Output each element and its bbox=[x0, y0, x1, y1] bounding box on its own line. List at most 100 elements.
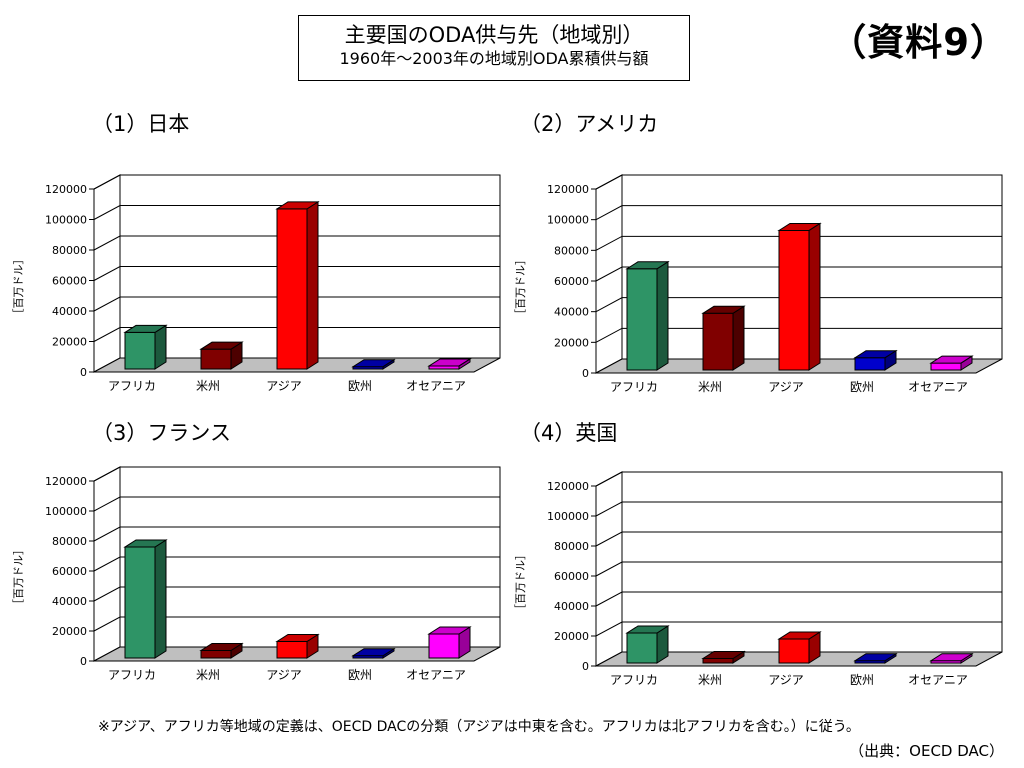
gridline bbox=[595, 327, 1002, 343]
gridline bbox=[595, 235, 1002, 251]
bar-front bbox=[626, 268, 658, 371]
y-tick-label: 60000 bbox=[52, 565, 87, 578]
bar-africa bbox=[625, 260, 670, 371]
bar-top bbox=[351, 648, 396, 657]
bar-side bbox=[306, 200, 319, 370]
y-tick-label: 120000 bbox=[45, 183, 87, 196]
y-tick-label: 0 bbox=[80, 366, 87, 379]
y-tick-label: 40000 bbox=[554, 600, 589, 613]
bar-top bbox=[427, 626, 472, 635]
y-axis-label: ［百万ドル］ bbox=[12, 254, 25, 320]
bar-side bbox=[154, 539, 167, 659]
bar-europe bbox=[351, 358, 396, 370]
y-tick-label: 80000 bbox=[554, 244, 589, 257]
x-category-label: 米州 bbox=[698, 380, 722, 394]
gridline bbox=[93, 235, 500, 251]
y-tick-label: 0 bbox=[80, 655, 87, 668]
gridline bbox=[595, 621, 1002, 637]
chart-japan: 0 20000 40000 60000 80000 100000 120000 ［百万ドル］ ア… bbox=[12, 174, 501, 393]
bar-americas bbox=[199, 341, 244, 370]
y-tick-label: 0 bbox=[582, 660, 589, 673]
footnote: ※アジア、アフリカ等地域の定義は、OECD DACの分類（アジアは中東を含む。ア… bbox=[98, 719, 860, 735]
y-tick-label: 60000 bbox=[52, 275, 87, 288]
x-category-label: 欧州 bbox=[850, 380, 874, 394]
bar-africa bbox=[625, 625, 670, 664]
y-tick-label: 0 bbox=[582, 367, 589, 380]
bar-top bbox=[199, 341, 244, 350]
y-tick-label: 60000 bbox=[554, 275, 589, 288]
bar-front bbox=[200, 348, 232, 370]
gridline bbox=[595, 471, 1002, 487]
chart-title-usa: （2）アメリカ bbox=[520, 112, 659, 136]
bar-top bbox=[929, 355, 974, 364]
chart-title-uk: （4）英国 bbox=[520, 421, 618, 445]
x-category-label: アフリカ bbox=[610, 673, 658, 687]
gridline bbox=[595, 501, 1002, 517]
bar-side bbox=[732, 305, 745, 371]
y-tick-label: 100000 bbox=[547, 214, 589, 227]
bar-top bbox=[199, 643, 244, 651]
page-subtitle: 1960年～2003年の地域別ODA累積供与額 bbox=[339, 49, 649, 68]
bar-top bbox=[625, 625, 670, 634]
bar-front bbox=[702, 312, 734, 371]
bar-oceania bbox=[427, 626, 472, 659]
gridline bbox=[595, 591, 1002, 607]
y-tick-label: 20000 bbox=[52, 336, 87, 349]
y-axis-label: ［百万ドル］ bbox=[514, 254, 527, 320]
y-tick-label: 80000 bbox=[52, 535, 87, 548]
gridline bbox=[93, 526, 500, 542]
gridline bbox=[595, 266, 1002, 282]
y-tick-label: 80000 bbox=[52, 244, 87, 257]
x-category-label: 欧州 bbox=[348, 668, 372, 682]
bar-oceania bbox=[929, 652, 974, 664]
gridline bbox=[93, 496, 500, 512]
x-category-label: オセアニア bbox=[908, 673, 968, 687]
bar-front bbox=[124, 331, 156, 370]
x-category-label: 米州 bbox=[196, 668, 220, 682]
y-tick-label: 40000 bbox=[554, 306, 589, 319]
bar-top bbox=[853, 653, 898, 662]
y-tick-label: 120000 bbox=[45, 475, 87, 488]
title-box: 主要国のODA供与先（地域別） 1960年～2003年の地域別ODA累積供与額 bbox=[298, 15, 690, 81]
y-tick-label: 60000 bbox=[554, 570, 589, 583]
x-category-label: オセアニア bbox=[908, 380, 968, 394]
gridline bbox=[93, 327, 500, 342]
bar-europe bbox=[853, 349, 898, 371]
gridline bbox=[595, 531, 1002, 547]
chart-usa: 0 20000 40000 60000 80000 100000 120000 ［百万ドル］ ア… bbox=[514, 174, 1003, 394]
chart-title-japan: （1）日本 bbox=[92, 112, 190, 136]
bar-americas bbox=[701, 650, 746, 664]
bar-top bbox=[777, 222, 822, 231]
document-reference: （資料9） bbox=[829, 21, 1008, 64]
gridline bbox=[93, 174, 500, 190]
x-category-label: アジア bbox=[768, 380, 804, 394]
bar-side bbox=[656, 260, 669, 371]
gridline bbox=[93, 556, 500, 572]
bar-top bbox=[929, 653, 974, 662]
bar-top bbox=[123, 324, 168, 333]
y-axis-label: ［百万ドル］ bbox=[12, 544, 25, 610]
bar-top bbox=[777, 631, 822, 640]
gridline bbox=[93, 205, 500, 220]
bar-top bbox=[427, 358, 472, 367]
bar-top bbox=[275, 201, 320, 210]
chart-france: 0 20000 40000 60000 80000 100000 120000 ［百万ドル］ ア… bbox=[12, 466, 501, 682]
x-category-label: オセアニア bbox=[406, 668, 466, 682]
bar-europe bbox=[853, 652, 898, 664]
y-tick-label: 20000 bbox=[554, 336, 589, 349]
y-tick-label: 40000 bbox=[52, 595, 87, 608]
chart-uk: 0 20000 40000 60000 80000 100000 120000 ［百万ドル］ ア… bbox=[514, 471, 1003, 687]
x-category-label: アジア bbox=[266, 668, 302, 682]
x-category-label: アジア bbox=[768, 673, 804, 687]
x-category-label: 欧州 bbox=[348, 379, 372, 393]
bar-top bbox=[701, 305, 746, 314]
bar-top bbox=[123, 539, 168, 548]
bar-africa bbox=[123, 539, 168, 659]
bar-front bbox=[930, 362, 962, 371]
bar-asia bbox=[777, 222, 822, 371]
bar-front bbox=[276, 208, 308, 370]
bar-side bbox=[808, 222, 821, 371]
x-category-label: アフリカ bbox=[610, 380, 658, 394]
chart-title-france: （3）フランス bbox=[92, 421, 231, 445]
